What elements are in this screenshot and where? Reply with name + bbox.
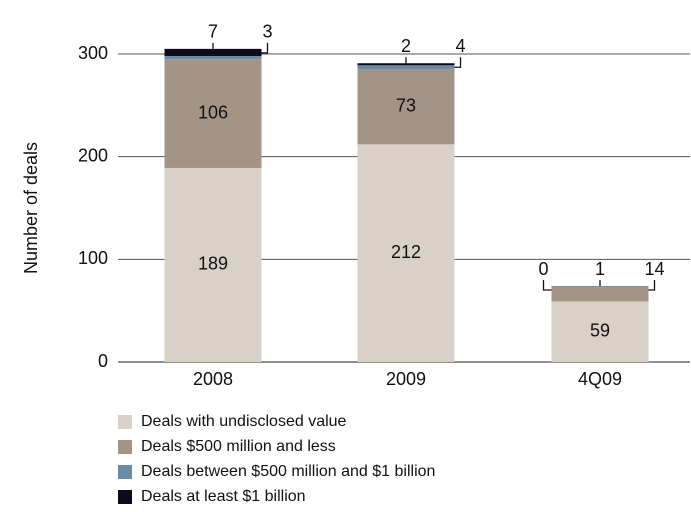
bar-segment	[164, 167, 262, 362]
bar-segment	[164, 56, 262, 60]
legend-label: Deals $500 million and less	[141, 438, 336, 455]
data-label: 73	[396, 96, 416, 116]
bar-segment	[164, 59, 262, 168]
data-label: 1	[595, 259, 605, 279]
data-label: 189	[198, 254, 228, 274]
y-axis-label: Number of deals	[21, 142, 41, 274]
bar-segment	[357, 144, 455, 362]
legend-swatch	[118, 490, 132, 504]
bar-segment	[357, 69, 455, 145]
data-label: 4	[455, 36, 465, 56]
bar-segment	[357, 65, 455, 70]
legend-swatch	[118, 415, 132, 429]
bar-segment	[551, 287, 649, 302]
y-tick-label: 0	[98, 351, 108, 371]
x-tick-label: 2009	[386, 369, 426, 389]
legend-swatch	[118, 440, 132, 454]
data-label: 0	[538, 259, 548, 279]
data-label: 2	[401, 36, 411, 56]
data-label: 14	[644, 259, 664, 279]
legend-label: Deals with undisclosed value	[141, 413, 347, 430]
data-label: 3	[262, 22, 272, 42]
data-label: 212	[391, 242, 421, 262]
data-label: 106	[198, 102, 228, 122]
label-leader	[542, 280, 552, 291]
data-label: 7	[208, 22, 218, 42]
x-tick-label: 2008	[193, 369, 233, 389]
bar-segment	[357, 63, 455, 66]
legend-swatch	[118, 465, 132, 479]
data-label: 59	[590, 320, 610, 340]
label-leader	[648, 280, 656, 291]
bar-segment	[164, 48, 262, 57]
label-leader	[261, 42, 269, 54]
legend-label: Deals at least $1 billion	[141, 488, 306, 505]
x-tick-label: 4Q09	[578, 369, 622, 389]
bar-segment	[551, 286, 649, 288]
bar-segment	[551, 301, 649, 362]
label-leader	[454, 57, 462, 68]
y-tick-label: 300	[78, 43, 108, 63]
legend-label: Deals between $500 million and $1 billio…	[141, 463, 435, 480]
y-tick-label: 100	[78, 248, 108, 268]
y-tick-label: 200	[78, 145, 108, 165]
